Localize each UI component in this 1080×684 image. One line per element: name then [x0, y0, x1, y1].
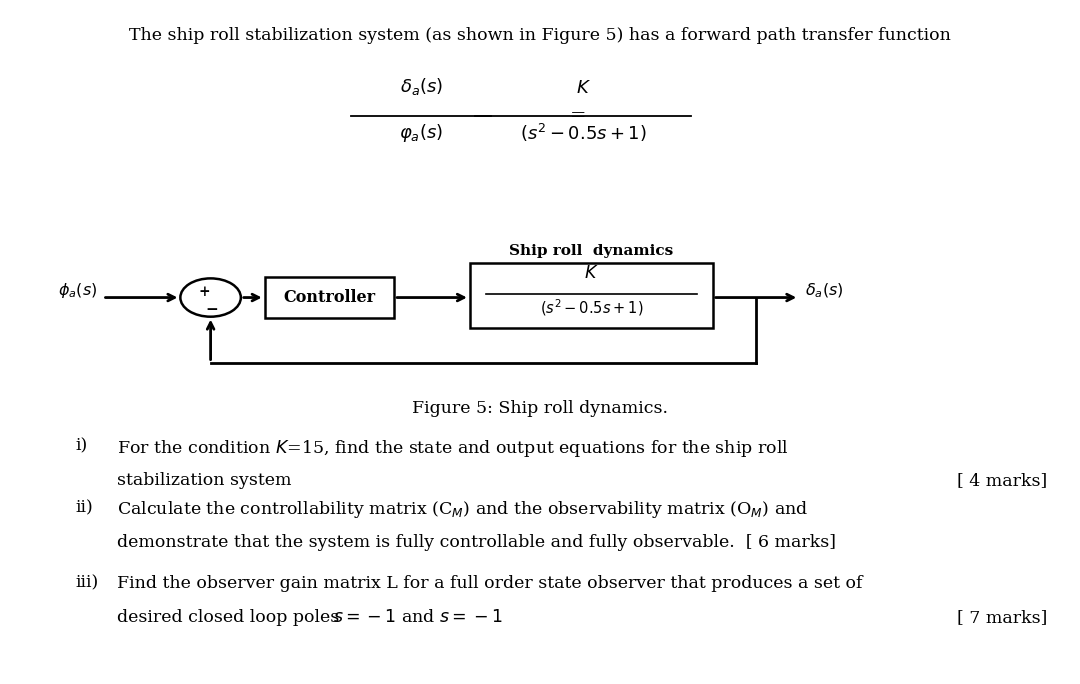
Text: [ 4 marks]: [ 4 marks]: [957, 472, 1048, 489]
Text: $\phi_a(s)$: $\phi_a(s)$: [58, 281, 97, 300]
Text: The ship roll stabilization system (as shown in Figure 5) has a forward path tra: The ship roll stabilization system (as s…: [130, 27, 950, 44]
Bar: [265, 277, 394, 318]
Text: ii): ii): [76, 499, 93, 516]
Text: $K$: $K$: [584, 265, 598, 282]
Text: $\delta_a(s)$: $\delta_a(s)$: [400, 76, 443, 97]
Text: Calculate the controllability matrix (C$_M$) and the observability matrix (O$_M$: Calculate the controllability matrix (C$…: [117, 499, 808, 521]
Text: $\varphi_a(s)$: $\varphi_a(s)$: [400, 122, 443, 144]
Text: Figure 5: Ship roll dynamics.: Figure 5: Ship roll dynamics.: [411, 400, 669, 417]
Text: desired closed loop poles: desired closed loop poles: [117, 609, 339, 626]
Text: [ 7 marks]: [ 7 marks]: [957, 609, 1048, 626]
Text: Controller: Controller: [283, 289, 376, 306]
Text: +: +: [199, 285, 210, 299]
Text: i): i): [76, 438, 87, 455]
Text: −: −: [205, 303, 218, 317]
Text: =: =: [569, 107, 586, 125]
Text: $\delta_a(s)$: $\delta_a(s)$: [805, 282, 843, 300]
Text: stabilization system: stabilization system: [117, 472, 292, 489]
Text: Ship roll  dynamics: Ship roll dynamics: [509, 244, 674, 258]
Text: Find the observer gain matrix L for a full order state observer that produces a : Find the observer gain matrix L for a fu…: [117, 575, 862, 592]
Text: For the condition $\mathit{K}$=15, find the state and output equations for the s: For the condition $\mathit{K}$=15, find …: [117, 438, 788, 459]
Text: $(s^2 - 0.5s + 1)$: $(s^2 - 0.5s + 1)$: [519, 122, 647, 144]
Text: $(s^2 - 0.5s + 1)$: $(s^2 - 0.5s + 1)$: [540, 298, 643, 318]
Text: iii): iii): [76, 575, 99, 592]
Text: demonstrate that the system is fully controllable and fully observable.  [ 6 mar: demonstrate that the system is fully con…: [117, 534, 836, 551]
Text: $s = -1$ and $s = -1$: $s = -1$ and $s = -1$: [333, 609, 502, 626]
Bar: [470, 263, 713, 328]
Text: $K$: $K$: [576, 79, 591, 97]
